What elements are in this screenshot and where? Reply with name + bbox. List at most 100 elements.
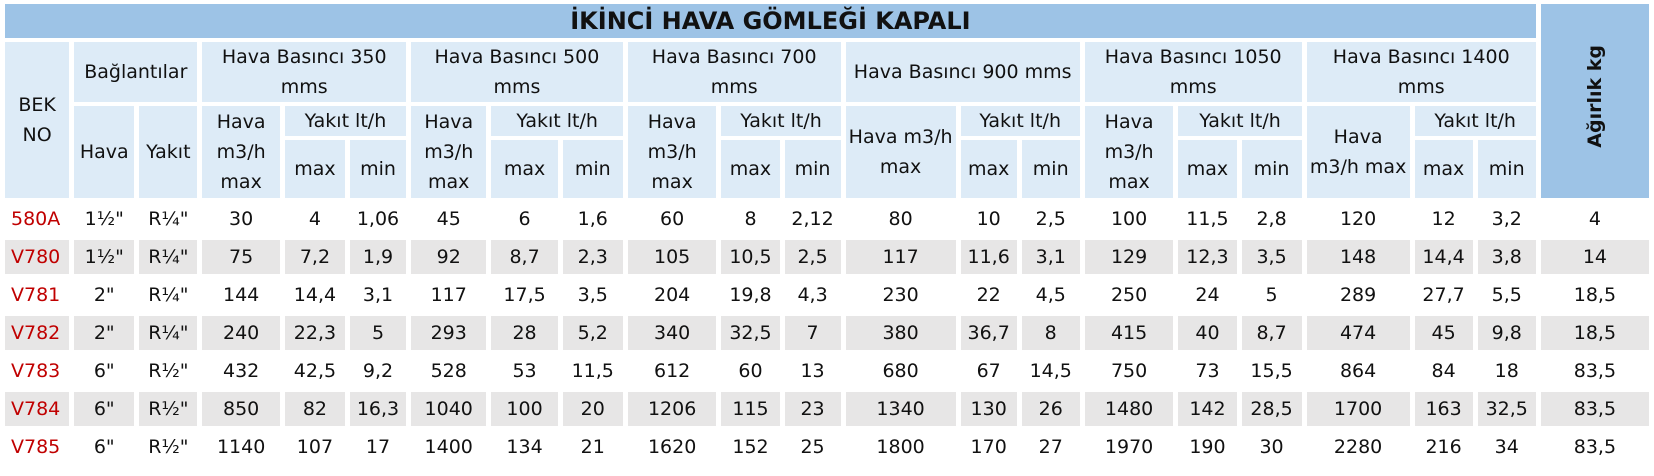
model-code: V780 (5, 240, 70, 274)
table-cell: 2,8 (1256, 208, 1287, 230)
table-cell: 14,5 (1029, 360, 1072, 382)
table-cell: 5,2 (562, 316, 623, 350)
table-cell: 92 (411, 240, 487, 274)
table-row: V781 2" R¼" 144 14,4 3,1 117 17,5 3,5 204 19,8 4,3 2… (5, 278, 1649, 312)
table-cell: 8,7 (1241, 316, 1302, 350)
max-header: max (960, 140, 1017, 198)
table-cell: 117 (845, 240, 956, 274)
table-cell: 1480 (1084, 392, 1174, 426)
table-cell: 148 (1306, 240, 1410, 274)
weight-header-text: Ağırlık kg (1583, 45, 1606, 148)
table-cell: 1620 (647, 436, 697, 458)
table-cell: 5,5 (1491, 284, 1522, 306)
pressure-group-header: Hava Basıncı 500 mms (411, 42, 623, 102)
min-header: min (1021, 140, 1080, 198)
max-header: max (1178, 140, 1237, 198)
table-cell: 23 (784, 392, 841, 426)
fuel-flow-header: Yakıt lt/h (284, 106, 407, 136)
table-cell: 1140 (216, 436, 266, 458)
table-cell: 3,1 (1021, 240, 1080, 274)
table-cell: 17,5 (503, 284, 546, 306)
table-cell: 680 (882, 360, 919, 382)
table-cell: R½" (148, 360, 189, 382)
table-cell: 1½" (84, 208, 124, 230)
table-cell: 83,5 (1573, 436, 1617, 458)
table-cell: 120 (1339, 208, 1377, 230)
table-cell: 415 (1084, 316, 1174, 350)
table-cell: 2" (93, 284, 115, 306)
connection-air-header: Hava (74, 106, 135, 198)
pressure-group-header: Hava Basıncı 700 mms (627, 42, 841, 102)
table-cell: 14 (1540, 240, 1649, 274)
table-cell: 17 (365, 436, 391, 458)
table-cell: 105 (627, 240, 717, 274)
table-cell: 6" (93, 436, 115, 458)
table-cell: 32,5 (721, 316, 780, 350)
table-cell: 45 (436, 208, 461, 230)
table-cell: 12 (1431, 208, 1456, 230)
table-cell: 28,5 (1241, 392, 1302, 426)
table-cell: 84 (1431, 360, 1456, 382)
table-cell: 1340 (845, 392, 956, 426)
table-cell: 25 (800, 436, 825, 458)
table-cell: 1800 (876, 436, 925, 458)
table-cell: 2,3 (562, 240, 623, 274)
table-cell: 82 (284, 392, 345, 426)
table-cell: 7 (784, 316, 841, 350)
table-cell: 6" (93, 360, 115, 382)
table-cell: 19,8 (729, 284, 772, 306)
table-cell: 32,5 (1477, 392, 1536, 426)
table-cell: 27 (1038, 436, 1063, 458)
table-cell: 6" (74, 392, 135, 426)
table-cell: 142 (1178, 392, 1237, 426)
table-cell: 1400 (424, 436, 473, 458)
table-cell: 240 (202, 316, 280, 350)
table-cell: 1040 (411, 392, 487, 426)
table-cell: 22 (976, 284, 1001, 306)
table-cell: 11,6 (960, 240, 1017, 274)
table-cell: 1700 (1306, 392, 1410, 426)
table-cell: 73 (1195, 360, 1220, 382)
table-cell: 5 (349, 316, 407, 350)
table-cell: 170 (970, 436, 1007, 458)
table-cell: 4,5 (1035, 284, 1066, 306)
table-cell: 190 (1189, 436, 1226, 458)
table-cell: 8 (744, 208, 757, 230)
table-cell: 30 (229, 208, 254, 230)
model-code: V783 (11, 360, 61, 382)
table-cell: 2,5 (784, 240, 841, 274)
table-cell: 18,5 (1573, 284, 1617, 306)
table-cell: 28 (491, 316, 558, 350)
table-cell: 16,3 (349, 392, 407, 426)
table-cell: 1½" (74, 240, 135, 274)
table-cell: 107 (296, 436, 334, 458)
max-header: max (491, 140, 558, 198)
table-cell: 115 (721, 392, 780, 426)
table-cell: 8,7 (491, 240, 558, 274)
table-cell: R¼" (139, 240, 198, 274)
connection-fuel-header: Yakıt (139, 106, 198, 198)
table-row: 580A 1½" R¼" 30 4 1,06 45 6 1,6 60 8 2,12 80 10 2,5 100… (5, 202, 1649, 236)
table-cell: 6 (518, 208, 531, 230)
table-cell: 216 (1425, 436, 1462, 458)
table-cell: 11,5 (1186, 208, 1229, 230)
table-cell: 27,7 (1422, 284, 1465, 306)
pressure-group-header: Hava Basıncı 900 mms (845, 42, 1080, 102)
table-cell: 163 (1414, 392, 1473, 426)
table-row: V782 2" R¼" 240 22,3 5 293 28 5,2 340 32,5 7 380 36,7… (5, 316, 1649, 350)
model-code: V785 (11, 436, 61, 458)
table-cell: 10 (976, 208, 1001, 230)
table-cell: 129 (1084, 240, 1174, 274)
table-row: V785 6" R½" 1140 107 17 1400 134 21 1620 152 25 1800… (5, 430, 1649, 464)
table-cell: 1,06 (356, 208, 400, 230)
air-flow-header: Hava m3/h max (202, 106, 280, 198)
table-cell: 14,4 (1414, 240, 1473, 274)
table-cell: 1,9 (349, 240, 407, 274)
table-cell: 60 (738, 360, 763, 382)
table-cell: 1970 (1104, 436, 1154, 458)
table-cell: 850 (202, 392, 280, 426)
table-row: V780 1½" R¼" 75 7,2 1,9 92 8,7 2,3 105 10,5 2,5 117 1… (5, 240, 1649, 274)
min-header: min (1477, 140, 1536, 198)
table-cell: 528 (430, 360, 467, 382)
